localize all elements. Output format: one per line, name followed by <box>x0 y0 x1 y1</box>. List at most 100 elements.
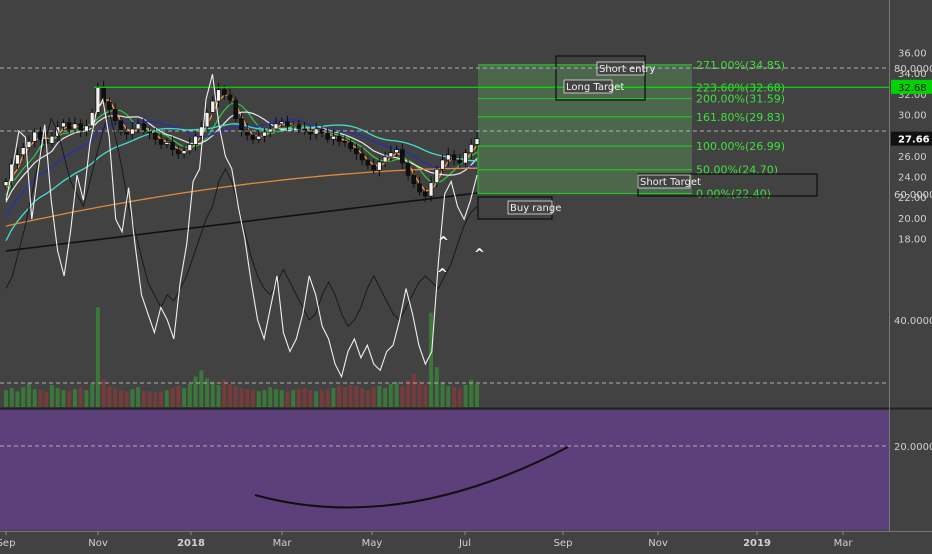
candle-body <box>382 156 388 163</box>
candle-body <box>451 154 457 161</box>
candle-body <box>468 144 474 154</box>
volume-bar <box>250 390 255 407</box>
volume-bar <box>475 383 479 407</box>
candle-body <box>279 121 285 125</box>
candle-body <box>428 182 434 197</box>
candle-body <box>336 135 342 142</box>
candle-body <box>239 118 244 131</box>
candle-body <box>359 153 365 161</box>
rsi-tick-label: 60.0000 <box>894 190 932 201</box>
candle-body <box>38 131 43 140</box>
volume-bar <box>400 386 405 407</box>
candle-body <box>26 141 32 148</box>
time-tick-label: 2019 <box>743 538 771 549</box>
volume-bar <box>423 384 428 407</box>
rsi-tick-label: 40.0000 <box>894 316 932 327</box>
volume-bar <box>164 390 169 407</box>
candle-body <box>474 138 480 145</box>
caret-mark: ^ <box>438 235 449 250</box>
candle-body <box>141 123 147 132</box>
volume-bar <box>44 392 49 407</box>
volume-bar <box>314 391 319 407</box>
candle-body <box>221 89 227 96</box>
candle-body <box>394 149 399 154</box>
volume-bar <box>337 386 342 407</box>
annotations: Short entry Long Target Short Target Buy ra… <box>437 55 818 282</box>
volume-bar <box>429 312 434 407</box>
candle-body <box>193 135 198 145</box>
volume-bar <box>170 388 175 407</box>
volume-bar <box>394 381 399 407</box>
volume-bar <box>61 390 66 407</box>
candle-body <box>411 175 417 185</box>
annotation-tag-bg <box>507 200 553 215</box>
candle-body <box>216 89 221 102</box>
candle-body <box>130 128 135 135</box>
candle-body <box>66 122 72 130</box>
volume-bar <box>153 392 158 407</box>
volume-bar <box>411 373 416 407</box>
annotation-label: Short Target <box>640 177 701 188</box>
annotation-label: Short entry <box>599 64 656 75</box>
candle-body <box>233 99 239 119</box>
rsi-tick-label: 20.0000 <box>894 442 932 453</box>
candle-body <box>61 122 66 128</box>
candle-body <box>313 128 319 135</box>
price-tick-label: 18.00 <box>898 234 927 245</box>
volume-bar <box>67 391 72 407</box>
volume-bar <box>84 390 89 407</box>
volume-bar <box>342 387 347 407</box>
volume-bar <box>279 390 284 407</box>
candle-body <box>388 152 394 158</box>
volume-bar <box>118 390 123 407</box>
volume-bar <box>78 387 83 407</box>
rsi-tick-label: 80.0000 <box>894 64 932 75</box>
volume-bar <box>262 390 267 407</box>
volume-bar <box>365 390 370 407</box>
volume-bar <box>325 389 330 407</box>
annotation-tag-bg <box>637 174 691 189</box>
rsi-trend-curve <box>254 446 569 509</box>
rsi-line <box>5 74 478 379</box>
candle-body <box>3 181 9 187</box>
candle-body <box>152 132 158 140</box>
volume-bar <box>55 388 60 407</box>
volume-bar <box>388 383 393 407</box>
volume-bar <box>15 391 20 407</box>
volume-bar <box>256 391 261 407</box>
price-tick-label: 26.00 <box>898 152 927 163</box>
candle-body <box>405 162 411 176</box>
volume-bar <box>406 379 411 407</box>
volume-bar <box>113 388 118 407</box>
candle-body <box>445 154 451 161</box>
candle-body <box>262 131 267 137</box>
candle-body <box>135 123 141 130</box>
candle-body <box>422 191 428 197</box>
fib-level-label: 0.00%(22.40) <box>696 188 771 201</box>
time-tick-label: Sep <box>554 538 573 549</box>
rsi-pane <box>0 410 889 530</box>
candle-body <box>285 121 290 127</box>
volume-bar <box>348 384 353 407</box>
candle-body <box>348 142 353 149</box>
price-tick-label: 34.00 <box>898 69 927 80</box>
candle-body <box>399 149 405 164</box>
time-tick-label: Nov <box>88 538 108 549</box>
candle-body <box>434 168 440 184</box>
last-price-badge <box>891 131 932 146</box>
caret-mark: ^ <box>474 247 485 262</box>
volume-bar <box>354 386 359 407</box>
candle-body <box>187 144 193 152</box>
candle-body <box>440 159 445 170</box>
volume-bar <box>141 390 146 407</box>
candle-body <box>296 124 302 130</box>
volume-bar <box>107 386 112 407</box>
candle-body <box>118 120 124 133</box>
candle-body <box>170 142 175 150</box>
volume-bar <box>331 388 336 407</box>
rsi-signal-line <box>5 110 478 328</box>
last-price-label: 27.66 <box>898 135 930 146</box>
level-badge <box>891 79 932 94</box>
